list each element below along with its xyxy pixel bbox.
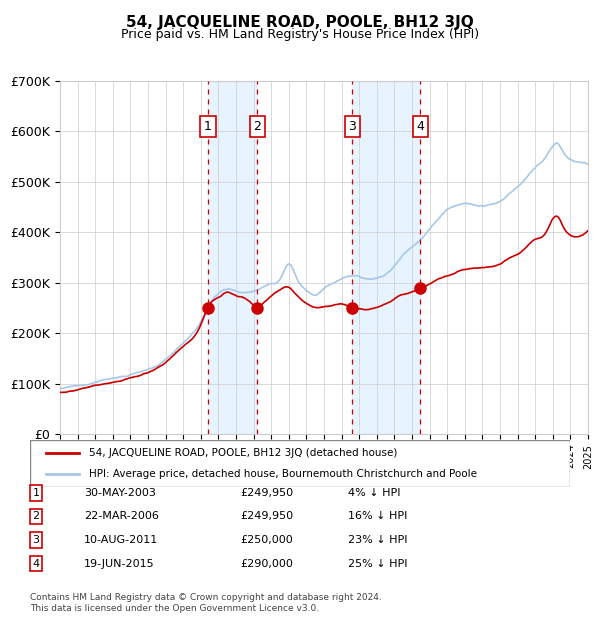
Text: 2: 2 [32, 512, 40, 521]
Text: 4: 4 [416, 120, 424, 133]
FancyBboxPatch shape [30, 440, 570, 487]
Text: 23% ↓ HPI: 23% ↓ HPI [348, 535, 407, 545]
Text: 54, JACQUELINE ROAD, POOLE, BH12 3JQ: 54, JACQUELINE ROAD, POOLE, BH12 3JQ [126, 16, 474, 30]
Text: £249,950: £249,950 [240, 512, 293, 521]
Text: 2: 2 [254, 120, 262, 133]
Text: 3: 3 [349, 120, 356, 133]
Text: 3: 3 [32, 535, 40, 545]
Text: HPI: Average price, detached house, Bournemouth Christchurch and Poole: HPI: Average price, detached house, Bour… [89, 469, 478, 479]
Text: 4: 4 [32, 559, 40, 569]
Text: 10-AUG-2011: 10-AUG-2011 [84, 535, 158, 545]
Text: 4% ↓ HPI: 4% ↓ HPI [348, 488, 401, 498]
Text: Price paid vs. HM Land Registry's House Price Index (HPI): Price paid vs. HM Land Registry's House … [121, 28, 479, 41]
Text: 22-MAR-2006: 22-MAR-2006 [84, 512, 159, 521]
Bar [352, 81, 420, 434]
Text: 54, JACQUELINE ROAD, POOLE, BH12 3JQ (detached house): 54, JACQUELINE ROAD, POOLE, BH12 3JQ (de… [89, 448, 398, 458]
Text: 16% ↓ HPI: 16% ↓ HPI [348, 512, 407, 521]
Text: 19-JUN-2015: 19-JUN-2015 [84, 559, 155, 569]
Text: 1: 1 [32, 488, 40, 498]
Text: £250,000: £250,000 [240, 535, 293, 545]
Text: Contains HM Land Registry data © Crown copyright and database right 2024.
This d: Contains HM Land Registry data © Crown c… [30, 593, 382, 613]
Text: £290,000: £290,000 [240, 559, 293, 569]
Text: 25% ↓ HPI: 25% ↓ HPI [348, 559, 407, 569]
Text: 1: 1 [204, 120, 212, 133]
Text: 30-MAY-2003: 30-MAY-2003 [84, 488, 156, 498]
Text: £249,950: £249,950 [240, 488, 293, 498]
Bar [208, 81, 257, 434]
